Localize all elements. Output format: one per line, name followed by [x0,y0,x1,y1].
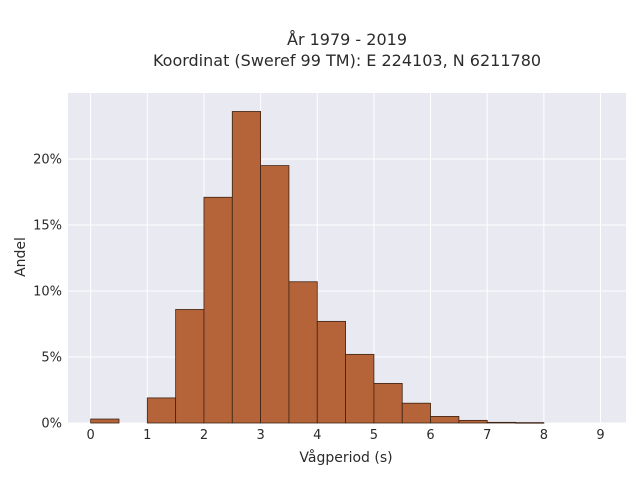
histogram-bar [430,415,460,424]
histogram-bar [486,421,516,424]
y-tick-labels: 0% 5% 10% 15% 20% [33,153,62,432]
histogram-bar [90,418,120,424]
y-tick-label: 20% [33,153,62,168]
y-tick-label: 15% [33,219,62,234]
x-tick-label: 0 [87,428,95,443]
y-tick-label: 0% [41,417,62,432]
x-tick-label: 7 [483,428,491,443]
x-tick-label: 6 [426,428,434,443]
histogram-bar [231,111,262,424]
histogram-bar [260,165,290,424]
x-tick-label: 4 [313,428,321,443]
histogram-bar [401,402,431,424]
x-tick-label: 8 [540,428,548,443]
y-axis-label: Andel [13,237,29,277]
histogram-bar [203,196,233,424]
chart-title-line1: År 1979 - 2019 [287,30,407,49]
x-tick-labels: 0 1 2 3 4 5 6 7 8 9 [87,428,605,443]
histogram-bar [458,419,488,424]
histogram-bar [175,309,205,424]
histogram-bar [515,422,545,424]
y-tick-label: 10% [33,285,62,300]
x-tick-label: 1 [143,428,151,443]
histogram-bar [373,382,403,424]
histogram-bar [345,353,375,424]
x-tick-label: 5 [370,428,378,443]
histogram-bar [316,320,346,424]
x-tick-label: 2 [200,428,208,443]
y-tick-label: 5% [41,351,62,366]
bars [90,111,545,424]
histogram-bar [146,397,177,424]
x-axis-label: Vågperiod (s) [299,449,392,466]
x-tick-label: 9 [596,428,604,443]
histogram-bar [288,281,318,424]
chart-title-line2: Koordinat (Sweref 99 TM): E 224103, N 62… [153,51,541,70]
x-tick-label: 3 [256,428,264,443]
